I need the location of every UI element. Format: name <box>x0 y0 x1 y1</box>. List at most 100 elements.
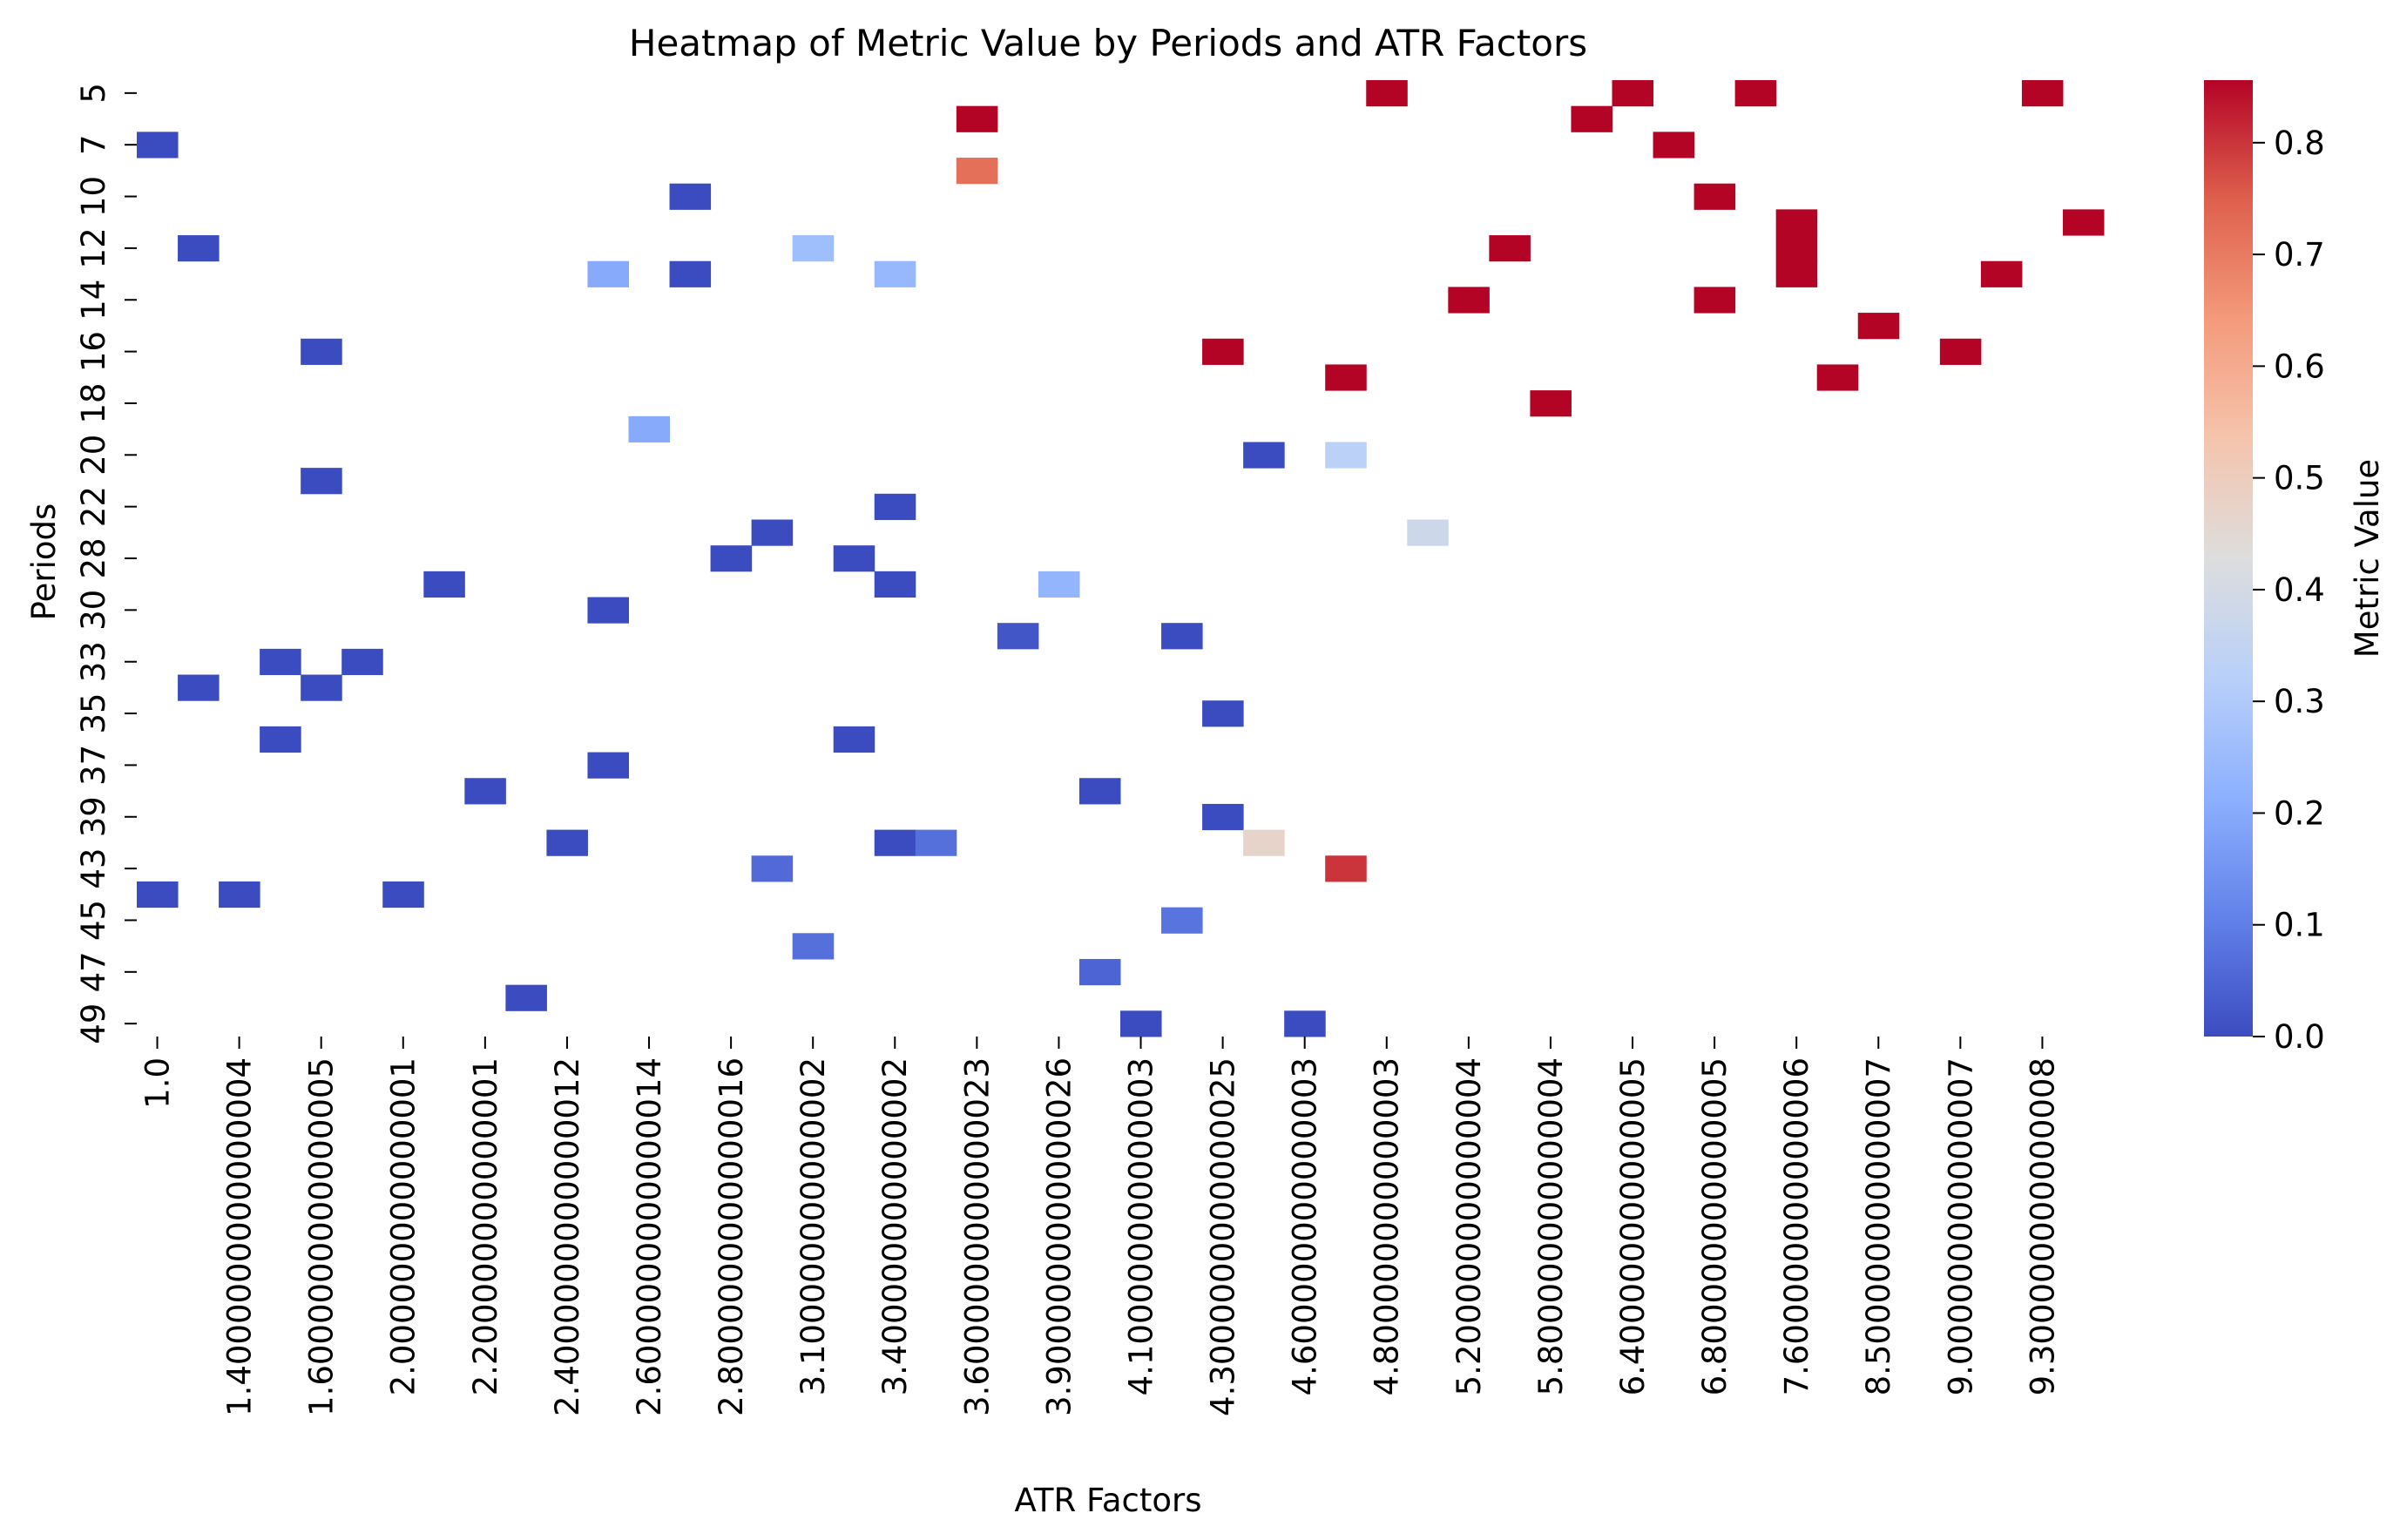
x-tick-label: 6.400000000000005 <box>1614 1057 1652 1395</box>
heatmap-cell <box>546 829 588 856</box>
heatmap-cell <box>874 571 916 598</box>
heatmap-cell <box>1325 442 1367 469</box>
heatmap-cell <box>341 648 383 676</box>
heatmap-cell <box>792 235 835 262</box>
heatmap-cell <box>587 597 629 624</box>
x-tick-label: 3.6000000000000023 <box>958 1057 996 1416</box>
colorbar-tick-label: 0.2 <box>2274 794 2325 832</box>
heatmap-cell <box>1325 855 1367 882</box>
heatmap-cell <box>1120 1010 1162 1037</box>
colorbar-tick-label: 0.5 <box>2274 460 2325 497</box>
y-axis-ticks: 5 7 10 12 14 16 18 20 22 28 30 33 35 37 39 43 45 47 49 <box>75 83 137 1044</box>
y-tick-label: 16 <box>75 331 112 372</box>
y-tick-label: 28 <box>75 537 112 578</box>
heatmap-cell <box>1366 80 1408 107</box>
y-tick-label: 14 <box>75 280 112 321</box>
heatmap-cell <box>2062 209 2105 236</box>
heatmap-cell <box>260 726 301 753</box>
heatmap-cell <box>587 752 629 779</box>
y-tick-label: 37 <box>75 745 112 786</box>
heatmap-cell <box>219 881 260 908</box>
heatmap-cell <box>1407 519 1449 546</box>
y-tick-label: 5 <box>75 83 112 104</box>
heatmap-cell <box>792 933 835 960</box>
heatmap-cell <box>1980 260 2023 287</box>
heatmap-cell <box>137 881 179 908</box>
heatmap-cell <box>301 468 342 495</box>
y-tick-label: 49 <box>75 1003 112 1044</box>
heatmap-cell <box>178 674 220 701</box>
y-tick-label: 18 <box>75 382 112 423</box>
heatmap-cell <box>628 415 671 442</box>
y-tick-label: 22 <box>75 486 112 527</box>
heatmap-cell <box>1694 183 1736 210</box>
x-axis-ticks: 1.0 1.4000000000000004 1.6000000000000005 2… <box>139 1037 2061 1416</box>
heatmap-cell <box>710 545 753 572</box>
colorbar-tick-label: 0.4 <box>2274 571 2325 609</box>
x-tick-label: 7.600000000000006 <box>1778 1057 1815 1395</box>
heatmap-cell <box>2021 80 2064 107</box>
y-tick-label: 10 <box>75 176 112 217</box>
heatmap-cell <box>956 105 998 132</box>
heatmap-cell <box>1202 338 1244 365</box>
heatmap-cell <box>1939 338 1982 365</box>
heatmap-cell <box>751 519 794 546</box>
heatmap-cell <box>1857 313 1900 340</box>
y-tick-label: 33 <box>75 641 112 682</box>
chart-title: Heatmap of Metric Value by Periods and A… <box>629 22 1587 64</box>
heatmap-cell <box>1775 260 1818 287</box>
y-tick-label: 47 <box>75 951 112 992</box>
heatmap-cell <box>833 545 875 572</box>
colorbar-tick-label: 0.0 <box>2274 1018 2325 1056</box>
y-tick-label: 39 <box>75 796 112 837</box>
heatmap-cell <box>1243 442 1285 469</box>
x-tick-label: 1.0 <box>139 1057 176 1109</box>
heatmap-cell <box>1448 287 1490 314</box>
heatmap-cell <box>751 855 794 882</box>
heatmap-cell <box>1694 287 1736 314</box>
x-tick-label: 9.300000000000008 <box>2024 1057 2061 1395</box>
y-tick-label: 12 <box>75 227 112 268</box>
x-tick-label: 1.6000000000000005 <box>303 1057 341 1416</box>
heatmap-cell <box>1202 700 1244 727</box>
heatmap-cell <box>1816 364 1859 391</box>
x-tick-label: 4.800000000000003 <box>1369 1057 1406 1395</box>
heatmap-cell <box>301 338 342 365</box>
heatmap-cell <box>915 829 957 856</box>
heatmap-cell <box>1038 571 1080 598</box>
heatmap-cell <box>137 132 179 159</box>
heatmap-cell <box>669 260 712 287</box>
colorbar-tick-label: 0.3 <box>2274 683 2325 720</box>
x-tick-label: 4.600000000000003 <box>1287 1057 1324 1395</box>
colorbar-ticks: 0.0 0.1 0.2 0.3 0.4 0.5 0.6 0.7 0.8 <box>2253 125 2325 1056</box>
heatmap-cell <box>1284 1010 1326 1037</box>
colorbar-tick-label: 0.7 <box>2274 236 2325 274</box>
colorbar-tick-label: 0.8 <box>2274 125 2325 162</box>
x-tick-label: 1.4000000000000004 <box>221 1057 259 1416</box>
y-axis-label: Periods <box>25 503 63 621</box>
heatmap-cell <box>874 260 916 287</box>
y-tick-label: 43 <box>75 848 112 889</box>
heatmap-cell <box>1612 80 1654 107</box>
colorbar-label: Metric Value <box>2349 459 2386 658</box>
heatmap-cell <box>1325 364 1367 391</box>
heatmap-cells <box>137 80 2105 1037</box>
x-tick-label: 5.800000000000004 <box>1532 1057 1570 1395</box>
x-tick-label: 2.200000000000001 <box>467 1057 504 1395</box>
heatmap-cell <box>178 235 220 262</box>
heatmap-cell <box>1530 390 1572 417</box>
colorbar <box>2204 80 2253 1037</box>
colorbar-tick-label: 0.6 <box>2274 348 2325 385</box>
x-tick-label: 2.8000000000000016 <box>713 1057 750 1416</box>
y-tick-label: 30 <box>75 590 112 631</box>
heatmap-cell <box>1202 803 1244 831</box>
x-tick-label: 8.500000000000007 <box>1860 1057 1897 1395</box>
heatmap-cell <box>505 984 547 1011</box>
x-tick-label: 2.6000000000000014 <box>631 1057 668 1416</box>
x-tick-label: 3.100000000000002 <box>794 1057 832 1395</box>
heatmap-cell <box>382 881 424 908</box>
heatmap-cell <box>423 571 465 598</box>
y-tick-label: 45 <box>75 900 112 941</box>
x-tick-label: 3.9000000000000026 <box>1040 1057 1078 1416</box>
